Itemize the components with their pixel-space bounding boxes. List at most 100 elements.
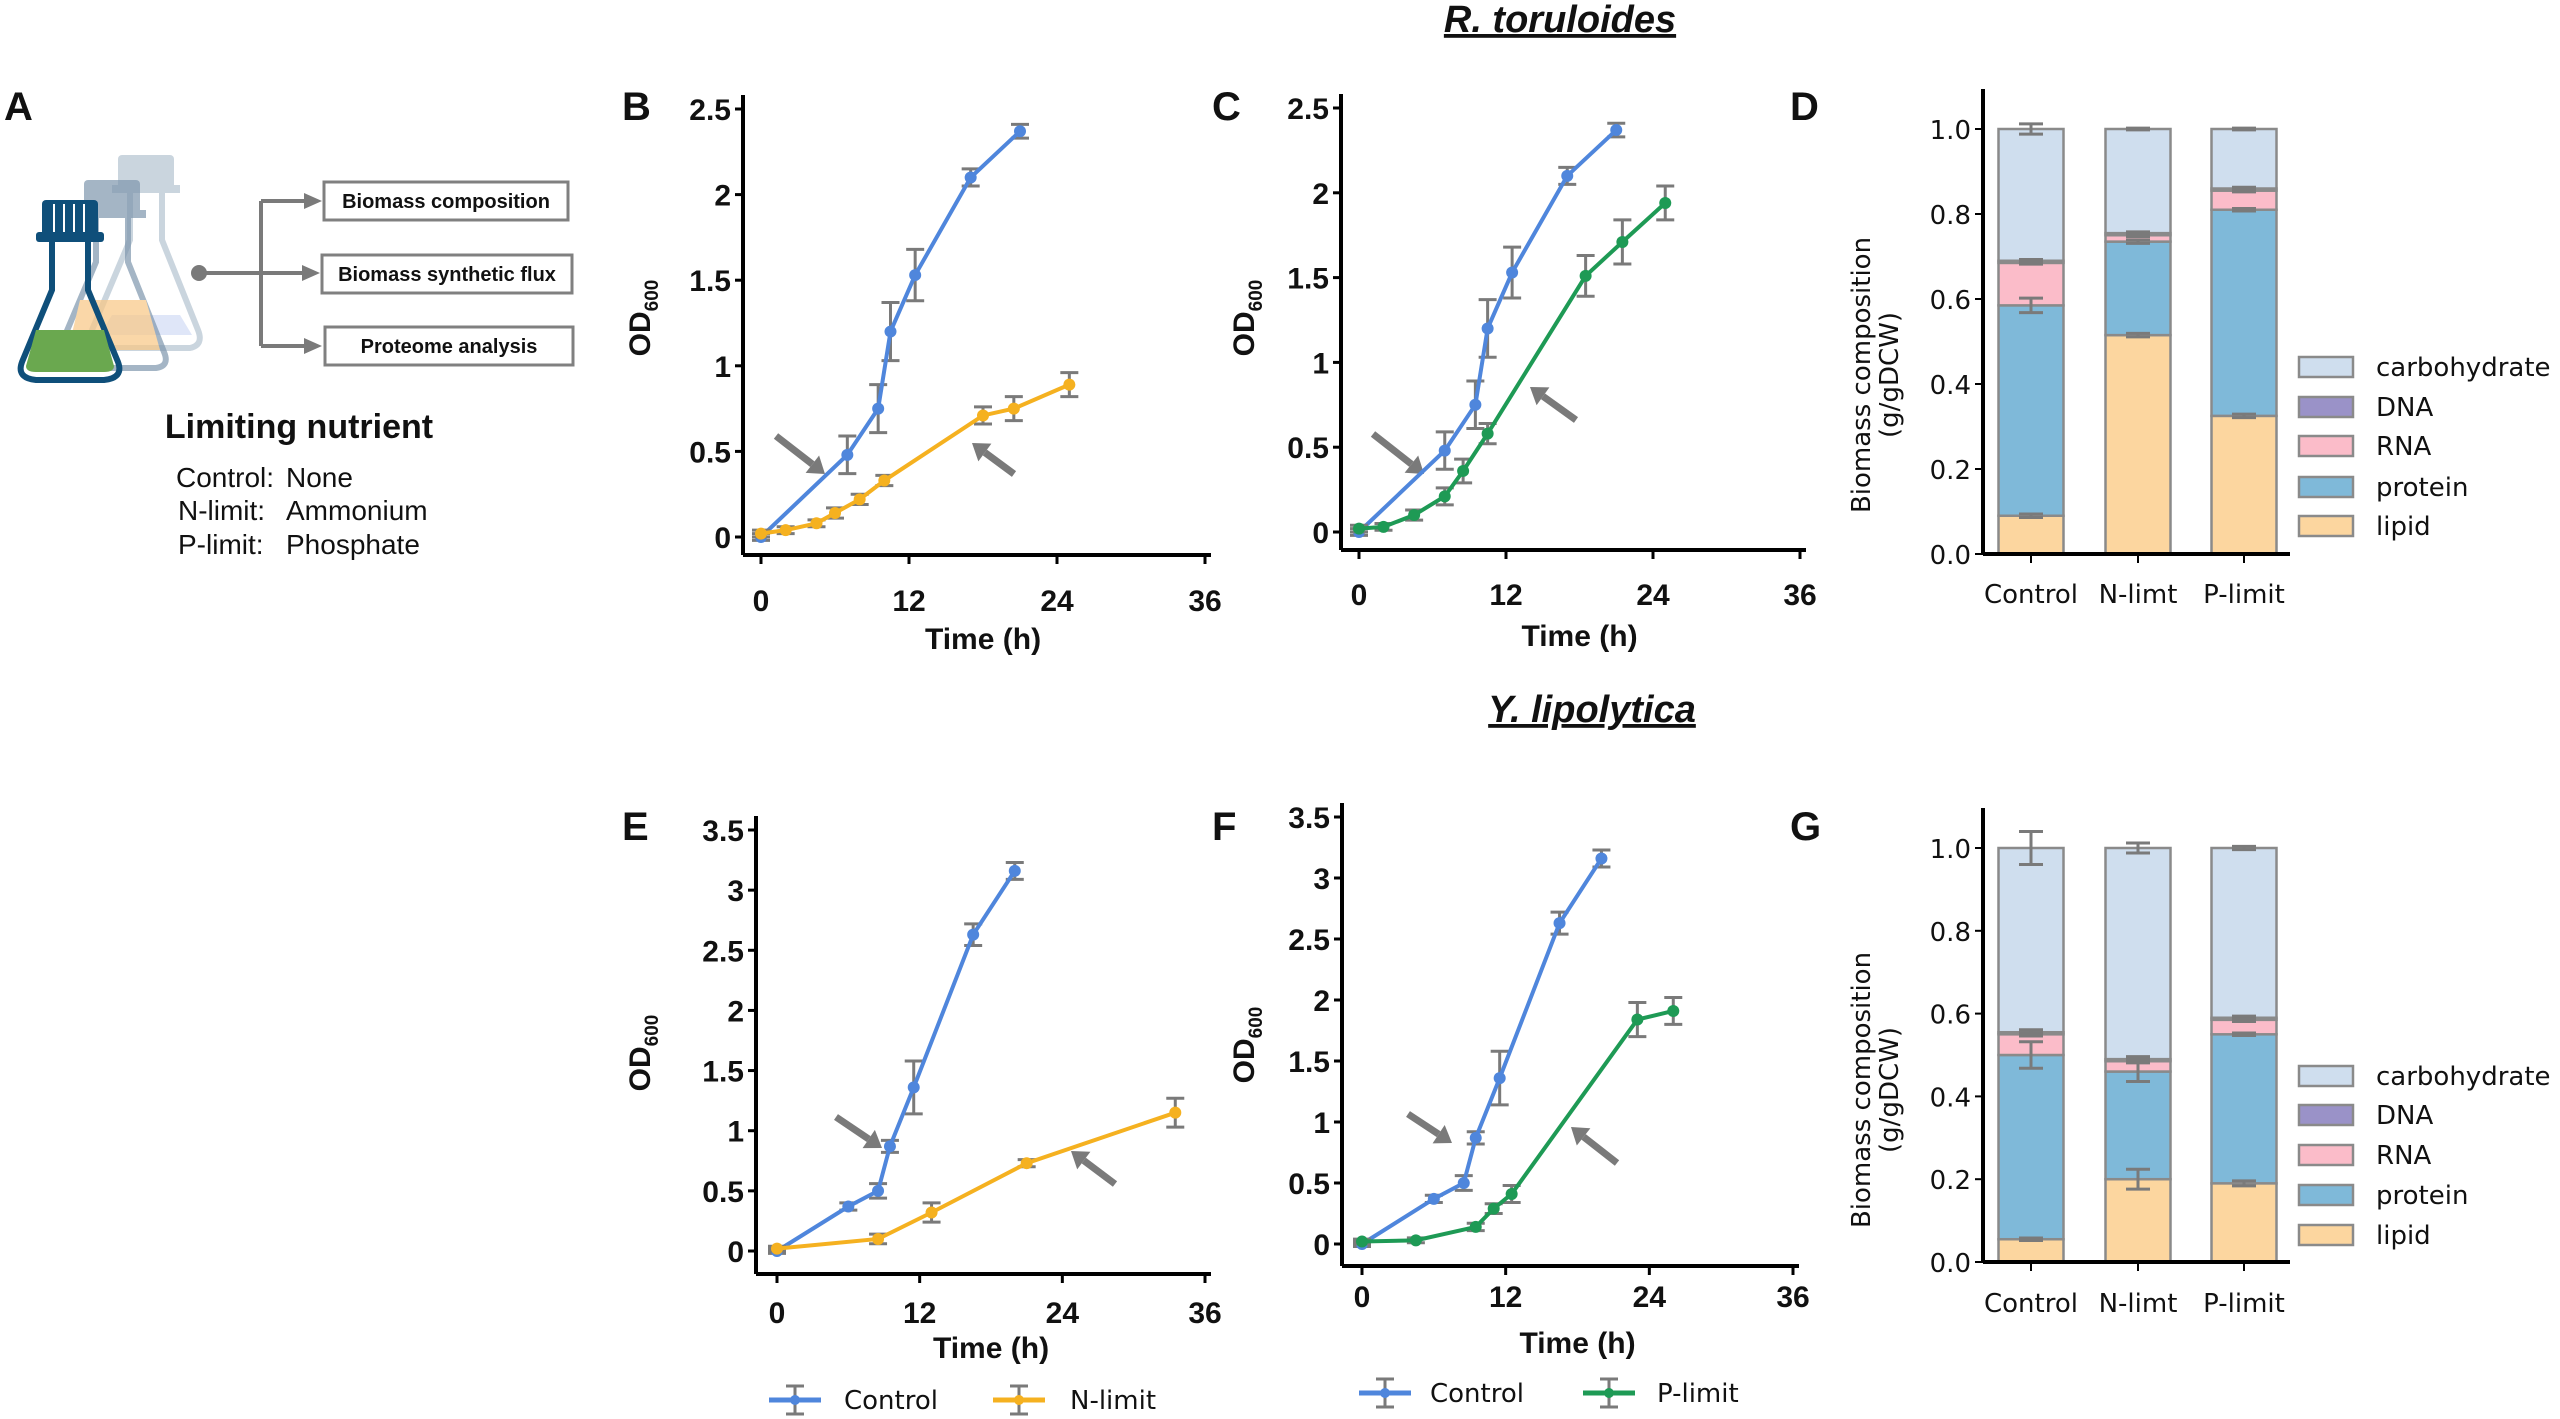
x-tick-label: 12 — [903, 1297, 936, 1330]
y-axis-label: Biomass composition — [1847, 952, 1877, 1228]
data-point — [1427, 1192, 1440, 1205]
annotation-arrow — [982, 449, 1017, 477]
legend-item-lipid: lipid — [2297, 1221, 2431, 1251]
y-axis-label: Biomass composition — [1847, 237, 1877, 513]
panel-label-f: F — [1212, 805, 1236, 849]
x-tick-label: 12 — [1489, 579, 1522, 612]
legend-label: DNA — [2376, 393, 2433, 423]
data-point — [1014, 125, 1026, 138]
y-tick-label: 1.5 — [1288, 1046, 1330, 1079]
y-tick-label: 1 — [714, 351, 731, 384]
data-point — [925, 1206, 938, 1219]
flask-icon-front — [17, 200, 123, 383]
data-point — [810, 517, 823, 530]
chart-panel-c: 0 0.5 1 1.5 2 2.5 0 12 24 36 Time (h) OD600 — [1228, 93, 1817, 653]
x-tick-label: 36 — [1188, 1297, 1221, 1330]
legend-marker — [1380, 1388, 1390, 1398]
y-tick-label: 0.8 — [1930, 918, 1971, 948]
x-tick-label: 0 — [1354, 1281, 1371, 1314]
legend-item-dna: DNA — [2297, 1101, 2433, 1131]
bar-segment-carbohydrate — [1997, 127, 2065, 262]
legend-label: protein — [2376, 1181, 2468, 1211]
y-tick-label: 2 — [714, 180, 731, 213]
y-tick-label: 0.8 — [1930, 201, 1971, 231]
series-control — [1353, 848, 1611, 1250]
bar-n-limt — [2104, 126, 2172, 556]
x-tick-label: 36 — [1188, 585, 1221, 618]
arrow-heads — [302, 193, 322, 354]
series-line — [775, 869, 1017, 1253]
data-point — [1469, 1220, 1482, 1233]
y-axis-label-main: OD — [1228, 1038, 1261, 1083]
y-tick-label: 0.5 — [702, 1176, 744, 1209]
bar-control — [1997, 829, 2065, 1264]
x-tick-label: 24 — [1633, 1281, 1667, 1314]
series-control — [768, 860, 1024, 1257]
data-point — [1007, 402, 1020, 415]
legend-item-rna: RNA — [2297, 1141, 2432, 1171]
arrow-head — [1071, 1151, 1091, 1170]
legend-item-protein: protein — [2297, 473, 2468, 503]
condition-name: N-limit: — [178, 495, 265, 526]
x-tick-label: 24 — [1046, 1297, 1080, 1330]
y-tick-label: 0.5 — [689, 436, 731, 469]
data-point — [909, 269, 922, 282]
y-axis-label: OD600 — [624, 1015, 663, 1092]
data-point — [1667, 1004, 1680, 1017]
condition-name: Control: — [176, 462, 274, 493]
data-point — [1481, 322, 1494, 335]
data-point — [878, 474, 891, 487]
chart-panel-f: 0 0.5 1 1.5 2 2.5 3 3.5 0 12 24 36 Time (h) OD600 Cont… — [1228, 802, 1810, 1409]
data-point — [1469, 1131, 1482, 1144]
series-n-limit — [752, 371, 1079, 540]
y-axis-label-unit: (g/gDCW) — [1875, 312, 1905, 438]
x-tick-label: N-limt — [2099, 1289, 2178, 1319]
y-tick-label: 0.0 — [1930, 541, 1971, 571]
bar-segment-protein — [2210, 208, 2278, 418]
y-tick-label: 1.5 — [1287, 263, 1329, 296]
output-proteome-analysis: Proteome analysis — [361, 336, 538, 358]
x-tick-label: 36 — [1776, 1281, 1809, 1314]
bar-n-limt — [2104, 841, 2172, 1264]
legend-label: RNA — [2376, 432, 2432, 462]
y-tick-label: 1.0 — [1930, 835, 1971, 865]
branch-arrows — [199, 199, 310, 348]
bar-segment-lipid — [1997, 1237, 2065, 1264]
output-biomass-synthetic-flux: Biomass synthetic flux — [338, 264, 556, 286]
data-point — [1008, 864, 1021, 877]
legend-label: N-limit — [1070, 1386, 1156, 1416]
y-tick-label: 0.2 — [1930, 1166, 1971, 1196]
data-point — [883, 1140, 896, 1153]
data-point — [771, 1242, 783, 1255]
x-tick-label: 0 — [1351, 579, 1368, 612]
data-point — [842, 1200, 855, 1213]
condition-nutrient: Ammonium — [286, 495, 428, 526]
condition-name: P-limit: — [178, 529, 264, 560]
y-tick-label: 3 — [1313, 863, 1330, 896]
data-point — [1487, 1202, 1500, 1215]
data-point — [977, 409, 989, 422]
arrow-head — [862, 1129, 882, 1149]
series-line — [1360, 857, 1604, 1246]
data-point — [1505, 1187, 1518, 1200]
bar-segment-protein — [2104, 1070, 2172, 1181]
data-point — [1469, 398, 1482, 411]
series-n-limit — [768, 1096, 1185, 1255]
legend-label: lipid — [2376, 1221, 2431, 1251]
x-tick-label: N-limt — [2099, 580, 2178, 610]
y-axis-label-subscript: 600 — [1246, 1007, 1267, 1039]
x-tick-label: Control — [1984, 580, 2078, 610]
y-axis-label: OD600 — [1228, 280, 1267, 357]
y-tick-label: 0.6 — [1930, 1001, 1971, 1031]
x-axis-label: Time (h) — [925, 623, 1041, 656]
data-point — [1631, 1013, 1644, 1026]
annotation-arrow — [834, 1114, 871, 1142]
bar-segment-protein — [2104, 240, 2172, 337]
y-tick-label: 3.5 — [702, 815, 744, 848]
bar-control — [1997, 122, 2065, 556]
data-point — [1493, 1072, 1506, 1085]
y-tick-label: 1 — [1312, 347, 1329, 380]
chart-panel-b: 0 0.5 1 1.5 2 2.5 0 12 24 36 Time (h) OD600 — [624, 94, 1222, 656]
